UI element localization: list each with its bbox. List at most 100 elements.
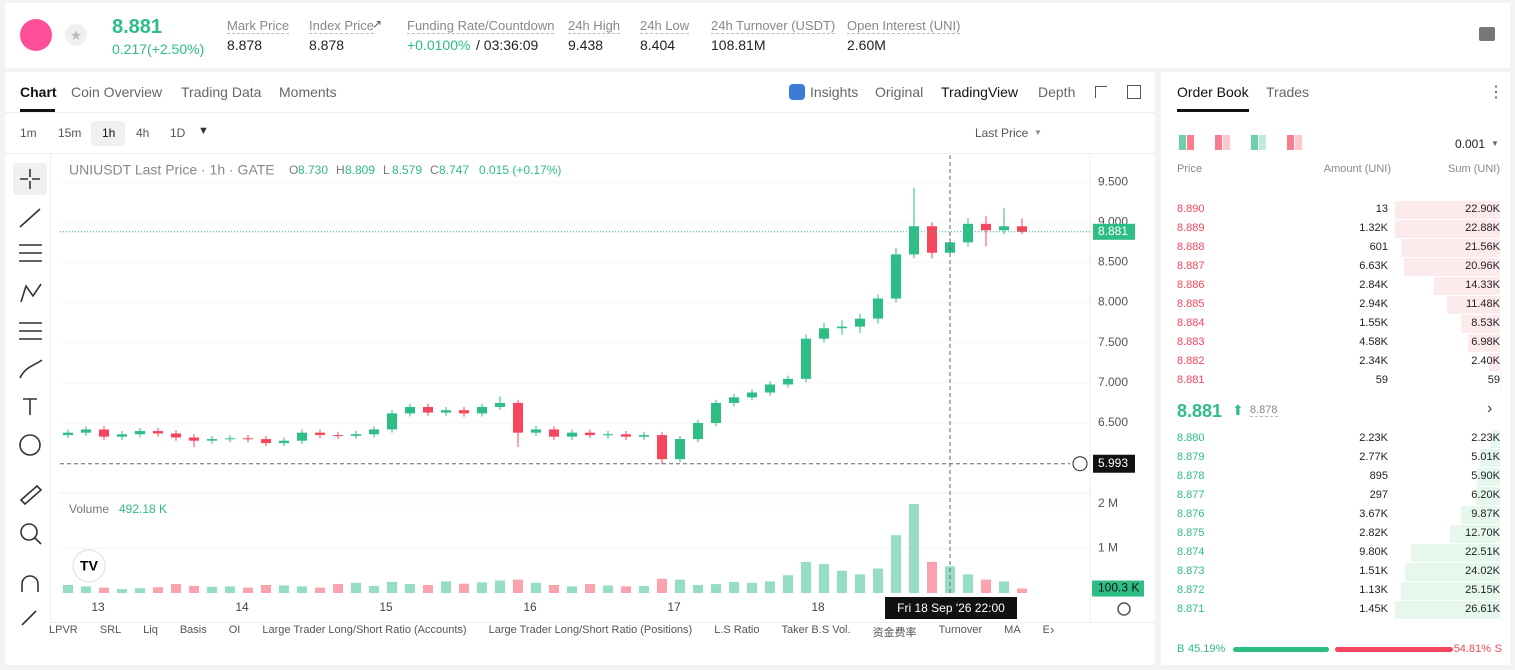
interval[interactable]: 1m: [20, 126, 37, 140]
stat-value: 8.404: [640, 37, 676, 53]
candle-body: [747, 392, 757, 398]
volume-bar: [189, 585, 199, 593]
link-icon[interactable]: ↗: [372, 17, 383, 31]
ob-view-icon[interactable]: [1287, 135, 1294, 150]
view-tab[interactable]: Insights: [810, 84, 859, 100]
ob-view-icon[interactable]: [1295, 135, 1302, 150]
indicator[interactable]: Basis: [179, 624, 207, 636]
ob-amount: 4.58K: [1359, 336, 1388, 348]
candle-body: [963, 223, 973, 243]
ob-sum: 14.33K: [1465, 279, 1500, 291]
ob-step[interactable]: 0.001: [1455, 137, 1486, 151]
candle-body: [315, 432, 325, 436]
view-tab[interactable]: Original: [875, 84, 924, 100]
interval[interactable]: 1D: [170, 126, 186, 140]
ob-view-icon[interactable]: [1259, 135, 1266, 150]
more-arrow[interactable]: ›: [1487, 400, 1493, 417]
indicator[interactable]: Taker B.S Vol.: [781, 624, 851, 636]
ob-price: 8.888: [1177, 241, 1205, 253]
volume-bar: [405, 584, 415, 593]
candle-body: [261, 439, 271, 444]
buy-pct: 45.19%: [1188, 643, 1226, 655]
ob-sum: 59: [1487, 374, 1500, 386]
indicator[interactable]: Liq: [143, 624, 158, 636]
ob-amount: 601: [1369, 241, 1388, 253]
volume-value: 492.18 K: [119, 502, 167, 516]
candle-body: [477, 406, 487, 414]
ob-amount: 1.51K: [1359, 565, 1388, 577]
interval[interactable]: 4h: [136, 126, 150, 140]
y-tick-label: 8.000: [1098, 295, 1128, 309]
chart-tab[interactable]: Trading Data: [181, 84, 262, 100]
indicator[interactable]: EMA: [1042, 624, 1049, 636]
ob-view-icon[interactable]: [1215, 135, 1222, 150]
more-arrow[interactable]: ›: [1050, 622, 1055, 637]
view-tab[interactable]: Depth: [1038, 84, 1076, 100]
indicator[interactable]: LPVR: [49, 624, 78, 636]
drawing-tools[interactable]: [13, 163, 47, 626]
ob-view-icon[interactable]: [1187, 135, 1194, 150]
indicator[interactable]: L.S Ratio: [714, 624, 760, 636]
candle-body: [297, 432, 307, 441]
ob-view-icon[interactable]: [1251, 135, 1258, 150]
chart-tab[interactable]: Coin Overview: [71, 84, 163, 100]
volume-bar: [333, 584, 343, 593]
volume-bar: [837, 570, 847, 593]
ob-sum: 21.56K: [1465, 241, 1500, 253]
indicator[interactable]: Turnover: [938, 624, 983, 636]
indicator[interactable]: Large Trader Long/Short Ratio (Accounts): [262, 624, 467, 636]
ob-sum: 11.48K: [1465, 298, 1500, 310]
candle-body: [999, 226, 1009, 231]
chart-tab[interactable]: Moments: [279, 84, 337, 100]
ob-tab[interactable]: Trades: [1266, 84, 1310, 100]
notes-icon[interactable]: [1479, 27, 1495, 41]
favorite-star[interactable]: ★: [65, 24, 87, 46]
ob-amount: 895: [1369, 470, 1388, 482]
x-tick-label: 18: [811, 600, 825, 614]
divider: [5, 153, 1155, 154]
depth-bar: [1403, 258, 1500, 276]
sell-label: S: [1494, 643, 1502, 655]
menu-icon[interactable]: ⋮: [1488, 84, 1504, 101]
candle-body: [225, 438, 235, 440]
chart-tab[interactable]: Chart: [20, 84, 57, 100]
ob-header: Price: [1177, 163, 1203, 175]
y-tick-label: 6.500: [1098, 415, 1128, 429]
stat-label: 24h Low: [640, 18, 690, 34]
candle-body: [783, 378, 793, 385]
tradingview-logo[interactable]: [72, 549, 106, 583]
ob-tab[interactable]: Order Book: [1177, 84, 1249, 100]
view-tab[interactable]: TradingView: [941, 84, 1019, 100]
indicator[interactable]: OI: [228, 624, 241, 636]
volume-bar: [549, 584, 559, 593]
candle-body: [657, 435, 667, 460]
x-tick-label: 16: [523, 600, 537, 614]
ohlc-value: 8.747: [439, 163, 469, 177]
ob-view-icon[interactable]: [1179, 135, 1186, 150]
indicator[interactable]: MA: [1004, 624, 1021, 636]
ob-sum: 6.20K: [1471, 489, 1500, 501]
interval[interactable]: 1h: [102, 126, 116, 140]
depth-bar: [1491, 430, 1500, 448]
indicator[interactable]: Large Trader Long/Short Ratio (Positions…: [488, 624, 693, 636]
indicator[interactable]: SRL: [99, 624, 122, 636]
crosshair-time-box: [885, 597, 1017, 619]
indicator[interactable]: 资金费率: [872, 627, 917, 639]
ob-amount: 2.34K: [1359, 355, 1388, 367]
ob-view-icon[interactable]: [1223, 135, 1230, 150]
candle-body: [171, 433, 181, 438]
x-tick-label: 17: [667, 600, 681, 614]
price: 8.881: [112, 16, 163, 38]
ob-sum: 8.53K: [1471, 317, 1500, 329]
depth-bar: [1449, 525, 1500, 543]
candle-body: [765, 384, 775, 393]
settings-icon[interactable]: [1117, 602, 1131, 616]
ohlc-value: 8.809: [345, 163, 375, 177]
price-type[interactable]: Last Price: [975, 126, 1029, 140]
ob-sum: 22.90K: [1465, 203, 1500, 215]
volume-bar: [765, 581, 775, 593]
interval[interactable]: 15m: [58, 126, 82, 140]
depth-bar: [1476, 468, 1500, 486]
volume-bar: [477, 582, 487, 593]
